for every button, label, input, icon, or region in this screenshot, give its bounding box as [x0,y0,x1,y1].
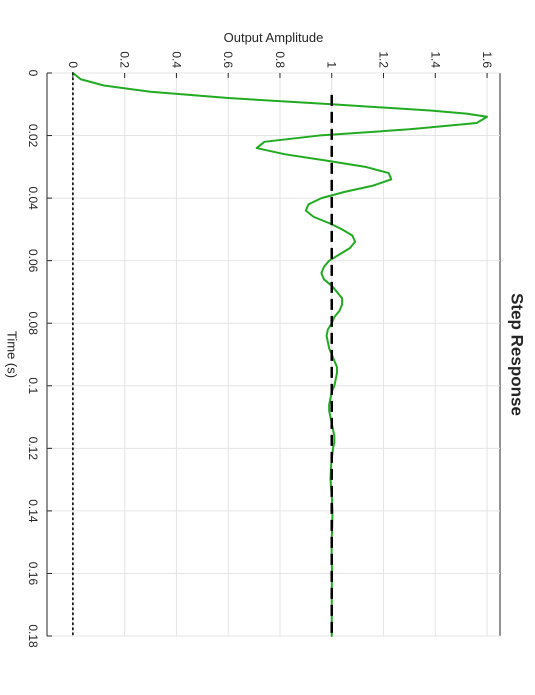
time-tick-label: 0 [26,70,40,77]
time-tick-label: 0.06 [26,249,40,273]
time-tick-label: 0.04 [26,186,40,210]
amplitude-tick-label: 0.2 [118,51,132,68]
time-tick-label: 0.02 [26,124,40,148]
series-solid-line [71,72,489,637]
time-tick-label: 0.12 [26,437,40,461]
amplitude-tick-label: 0.4 [169,51,183,68]
plot-area [47,73,500,636]
amplitude-tick-label: 0.8 [273,51,287,68]
chart-title: Step Response [508,293,527,416]
amplitude-tick-label: 0 [66,61,80,68]
amplitude-tick-label: 1.6 [480,51,494,68]
time-tick-label: 0.1 [26,377,40,394]
time-tick-label: 0.14 [26,499,40,523]
amplitude-tick-label: 1.2 [377,51,391,68]
time-tick-label: 0.16 [26,562,40,586]
x-axis-label: Time (s) [5,331,20,378]
y-axis-label: Output Amplitude [224,30,324,45]
amplitude-tick-label: 0.6 [221,51,235,68]
amplitude-tick-label: 1.4 [428,51,442,68]
amplitude-tick-label: 1 [325,61,339,68]
time-tick-label: 0.18 [26,624,40,648]
time-tick-label: 0.08 [26,312,40,336]
